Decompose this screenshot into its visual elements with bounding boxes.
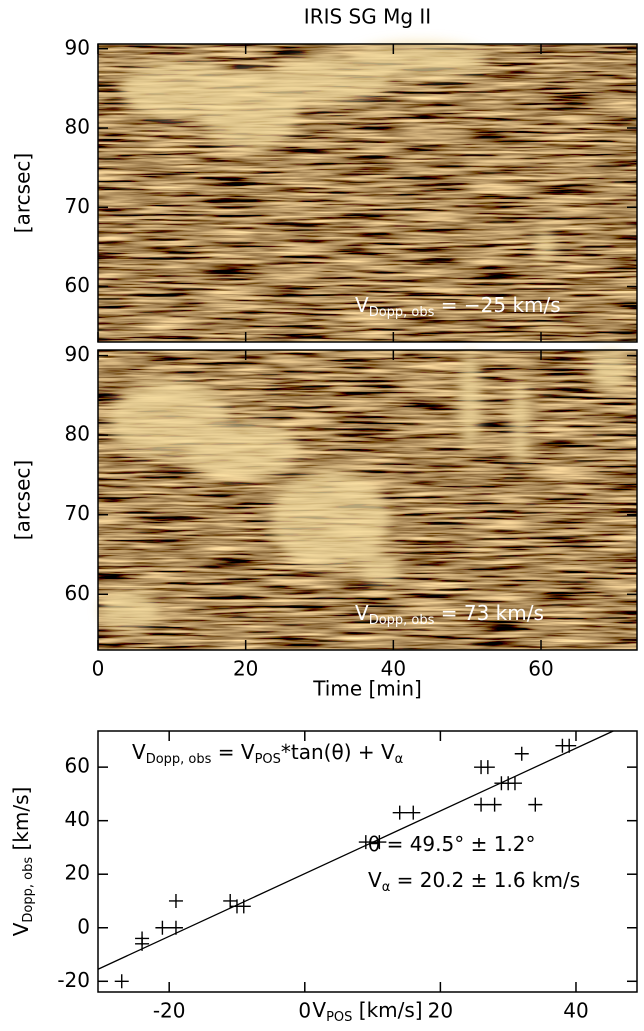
x-tick-label: -20 [153, 999, 186, 1023]
data-point [514, 746, 529, 761]
y-tick-label: 80 [65, 115, 90, 139]
subscript: α [382, 880, 391, 895]
label: [arcsec] [11, 460, 35, 540]
subscript: Dopp, obs [146, 752, 212, 767]
bright-streak [360, 555, 400, 585]
data-point [507, 776, 522, 791]
bright-streak [535, 227, 555, 263]
data-point [236, 899, 251, 914]
data-point [135, 931, 150, 946]
text-segment: = 73 km/s [434, 601, 544, 625]
subscript: Dopp, obs [21, 857, 36, 923]
x-tick-label: 0 [298, 999, 311, 1023]
bright-streak [200, 70, 300, 150]
data-point [155, 920, 170, 935]
bright-streak [180, 420, 300, 480]
fit-line [97, 730, 614, 970]
bright-streak [510, 375, 530, 465]
bright-features [100, 350, 630, 630]
data-point [487, 797, 502, 812]
y-tick-label: 80 [65, 422, 90, 446]
plot-frame [97, 349, 638, 651]
x-tick-label: 0 [92, 657, 105, 681]
text-segment: V [368, 868, 382, 892]
y-tick-label: 0 [77, 914, 90, 938]
label: VDopp, obs = 73 km/s [355, 601, 544, 628]
data-point [474, 797, 489, 812]
data-point [480, 760, 495, 775]
text-segment: V [132, 740, 146, 764]
text-segment: [km/s] [9, 787, 33, 857]
text-segment: = V [211, 740, 254, 764]
data-point [562, 738, 577, 753]
y-tick-label: 90 [65, 342, 90, 366]
subscript: POS [326, 1010, 352, 1025]
text-segment: [km/s] [352, 998, 422, 1022]
bright-streak [100, 590, 160, 630]
label: VDopp, obs = VPOS*tan(θ) + Vα [132, 740, 403, 767]
x-tick-label: 40 [381, 657, 406, 681]
data-point [406, 805, 421, 820]
y-tick-label: 70 [65, 194, 90, 218]
subscript: Dopp, obs [369, 613, 435, 628]
subscript: POS [255, 752, 281, 767]
y-tick-label: 60 [65, 754, 90, 778]
y-tick-label: 60 [65, 273, 90, 297]
label: θ = 49.5° ± 1.2° [368, 832, 536, 856]
data-point [358, 835, 373, 850]
label: Time [min] [312, 677, 422, 701]
y-tick-label: 70 [65, 501, 90, 525]
text-segment: = −25 km/s [434, 293, 560, 317]
text-segment: = 20.2 ± 1.6 km/s [390, 868, 580, 892]
y-tick-label: -20 [57, 968, 90, 992]
x-tick-label: 20 [428, 999, 453, 1023]
text-segment: V [312, 998, 326, 1022]
chart-title: IRIS SG Mg II [304, 5, 431, 29]
bright-streak [270, 470, 390, 570]
y-tick-label: 60 [65, 581, 90, 605]
bright-streak [590, 350, 630, 390]
label: Vα = 20.2 ± 1.6 km/s [368, 868, 580, 895]
label: VPOS [km/s] [312, 998, 422, 1025]
data-point [114, 974, 129, 989]
bright-features [120, 42, 555, 263]
subscript: α [395, 752, 404, 767]
x-tick-label: 60 [528, 657, 553, 681]
x-tick-label: 40 [563, 999, 588, 1023]
text-segment: θ = 49.5° ± 1.2° [368, 832, 536, 856]
label: VDopp, obs [km/s] [9, 787, 36, 937]
data-point [392, 805, 407, 820]
data-point [168, 920, 183, 935]
subscript: Dopp, obs [369, 305, 435, 320]
plot-frame [97, 730, 638, 993]
bright-streak [458, 350, 482, 450]
label: [arcsec] [11, 153, 35, 233]
label: VDopp, obs = −25 km/s [355, 293, 561, 320]
data-point [372, 835, 387, 850]
y-tick-label: 20 [65, 861, 90, 885]
text-segment: V [9, 922, 33, 936]
data-point [528, 797, 543, 812]
bright-streak [350, 42, 490, 78]
y-tick-label: 40 [65, 807, 90, 831]
x-tick-label: 20 [233, 657, 258, 681]
text-segment: V [355, 601, 369, 625]
plot-frame [97, 43, 638, 343]
data-point [168, 893, 183, 908]
text-segment: *tan(θ) + V [281, 740, 395, 764]
y-tick-label: 90 [65, 35, 90, 59]
text-segment: V [355, 293, 369, 317]
